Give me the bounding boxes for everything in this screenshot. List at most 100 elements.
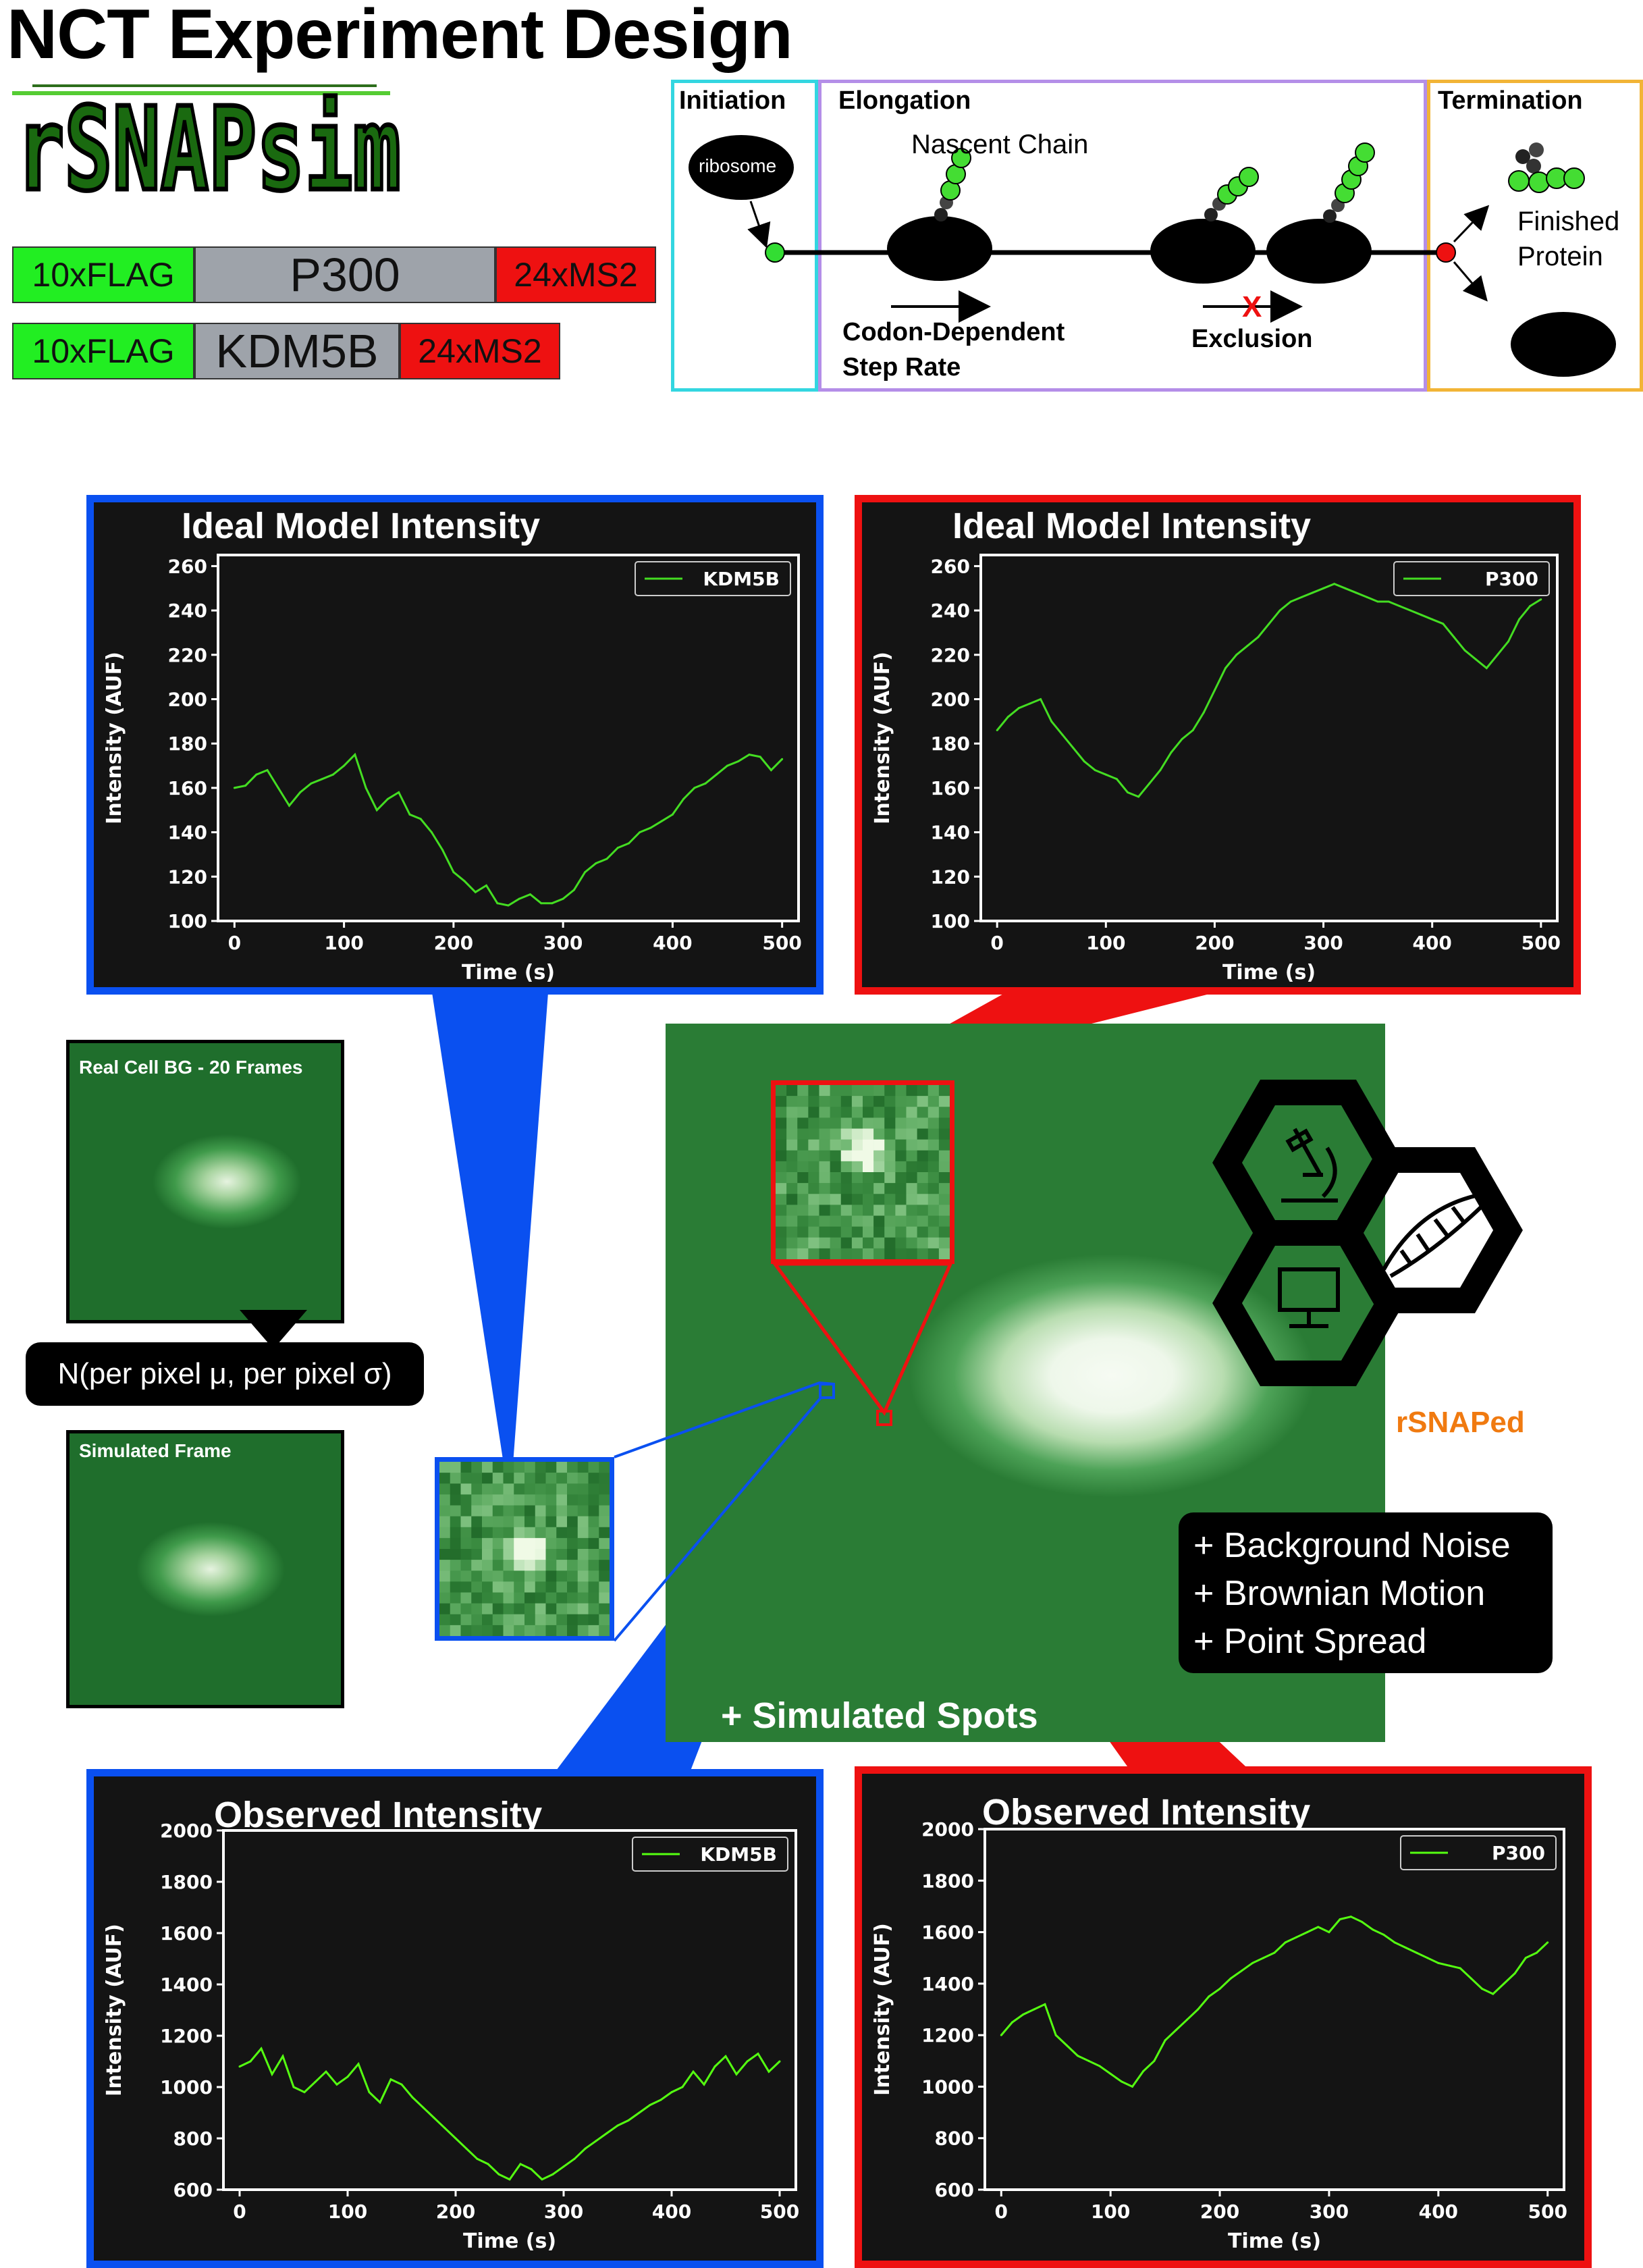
panel-title: Observed Intensity — [214, 1795, 543, 1835]
y-tick-label: 180 — [168, 733, 207, 755]
data-point — [1453, 636, 1455, 639]
data-point — [476, 2157, 479, 2160]
ideal-p300-panel: Ideal Model Intensity 0 100 200 300 400 500 10… — [855, 495, 1581, 995]
dna-icon — [1382, 1193, 1487, 1278]
data-point — [551, 2173, 554, 2175]
ribosome — [1150, 219, 1256, 284]
plot-area — [979, 554, 1559, 922]
x-tick-label: 500 — [1528, 2200, 1567, 2223]
legend-box — [635, 561, 791, 596]
data-point — [1311, 591, 1314, 594]
data-point — [1262, 1957, 1265, 1959]
data-point — [463, 880, 466, 882]
data-point — [1000, 2034, 1002, 2036]
data-point — [1257, 636, 1260, 639]
data-point — [748, 754, 751, 756]
data-point — [616, 2124, 619, 2127]
data-point — [1463, 649, 1466, 652]
data-point — [303, 2091, 306, 2094]
data-point — [1518, 618, 1521, 621]
ms2-tag-segment: 24xMS2 — [495, 246, 656, 303]
y-tick-label: 100 — [931, 910, 970, 932]
p300-gene-segment: P300 — [194, 246, 495, 303]
x-tick-label: 200 — [1200, 2200, 1239, 2223]
data-point — [1306, 1931, 1309, 1934]
data-point — [1098, 2065, 1101, 2067]
y-tick-label: 1200 — [921, 2024, 974, 2047]
y-tick-label: 800 — [173, 2128, 213, 2150]
plot-area — [984, 1828, 1565, 2191]
x-tick-label: 0 — [990, 932, 1003, 954]
ribosome-label: ribosome — [699, 155, 777, 176]
data-point — [1474, 658, 1477, 660]
data-point — [260, 2047, 263, 2050]
data-point — [281, 2055, 284, 2057]
data-point — [430, 831, 433, 834]
simulated-spots-label: + Simulated Spots — [721, 1695, 1038, 1736]
legend-box — [632, 1837, 788, 1872]
data-point — [422, 2106, 425, 2109]
data-point — [487, 2163, 489, 2165]
data-point — [1496, 654, 1499, 656]
data-point — [379, 2101, 381, 2104]
x-tick-label: 100 — [328, 2200, 367, 2223]
data-point — [288, 804, 290, 807]
y-tick-label: 240 — [931, 600, 970, 622]
noise-model-label: N(per pixel μ, per pixel σ) — [26, 1342, 424, 1406]
y-axis-label: Intensity (AUF) — [103, 1924, 126, 2096]
data-point — [1185, 2018, 1188, 2021]
data-point — [249, 2060, 252, 2063]
data-point — [1404, 1946, 1407, 1949]
data-point — [1431, 618, 1434, 621]
data-point — [343, 764, 346, 767]
y-tick-label: 120 — [168, 866, 207, 888]
data-point — [735, 2073, 738, 2076]
stop-site — [1436, 242, 1456, 263]
x-tick-label: 0 — [995, 2200, 1008, 2223]
x-tick-label: 500 — [762, 932, 801, 954]
page-title: NCT Experiment Design — [7, 0, 793, 74]
data-point — [1492, 1993, 1494, 1995]
data-point — [1322, 587, 1325, 589]
data-point — [1481, 1987, 1484, 1990]
data-point — [1050, 720, 1053, 722]
real-cell-background-image: Real Cell BG - 20 Frames — [66, 1040, 344, 1323]
data-point — [1251, 1961, 1254, 1964]
data-point — [1289, 600, 1292, 603]
data-point — [331, 773, 334, 776]
rsnaped-brand: rSNAPed — [1396, 1406, 1525, 1439]
data-point — [354, 754, 356, 756]
data-point — [1109, 2072, 1112, 2075]
monitor-icon — [1278, 1267, 1340, 1328]
data-point — [299, 791, 302, 793]
initiation-header: Initiation — [679, 86, 786, 115]
data-point — [244, 785, 247, 787]
data-point — [1006, 716, 1009, 718]
data-point — [368, 2091, 371, 2094]
data-point — [681, 2086, 684, 2088]
data-point — [1485, 667, 1488, 670]
x-tick-label: 100 — [1086, 932, 1125, 954]
y-tick-label: 260 — [168, 555, 207, 577]
data-point — [400, 2083, 403, 2086]
data-point — [1284, 1941, 1287, 1944]
released-ribosome — [1511, 312, 1616, 377]
data-point — [1077, 2055, 1079, 2057]
y-tick-label: 160 — [168, 777, 207, 799]
y-tick-label: 1600 — [160, 1922, 213, 1945]
data-point — [1459, 1967, 1461, 1970]
y-tick-label: 260 — [931, 555, 970, 577]
data-point — [649, 826, 652, 829]
x-tick-label: 400 — [653, 932, 692, 954]
x-tick-label: 400 — [1419, 2200, 1458, 2223]
observed-p300-panel: Observed Intensity 0 100 200 300 400 500 600 80… — [855, 1766, 1592, 2268]
observed-kdm5b-panel: Observed Intensity 0 100 200 300 400 500 600 80… — [86, 1769, 824, 2268]
data-point — [419, 818, 422, 820]
data-point — [562, 2165, 565, 2168]
panel-title: Ideal Model Intensity — [182, 506, 541, 546]
data-point — [627, 842, 630, 845]
data-point — [496, 902, 499, 905]
data-point — [1011, 2021, 1013, 2024]
observed-p300-chart: 0 100 200 300 400 500 600 800 1000 1200 1400 1600 18… — [871, 1818, 1567, 2253]
